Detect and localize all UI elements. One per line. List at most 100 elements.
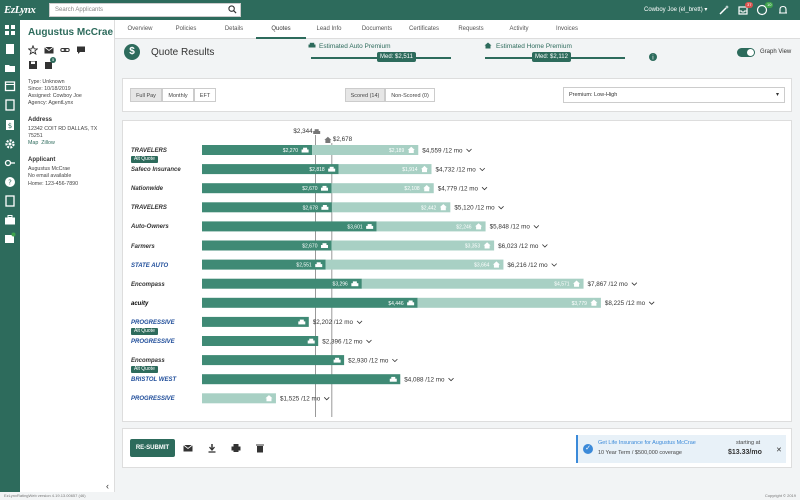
auto-premium-label: $2,670 [302,244,318,250]
chevron-down-icon[interactable] [533,225,540,229]
home-premium-label: Estimated Home Premium [496,43,572,50]
email-icon[interactable] [183,443,193,453]
download-icon[interactable] [207,443,217,453]
billing-icon[interactable]: $ [4,119,16,131]
carrier-logo: TRAVELERS [131,205,167,212]
inbox-icon[interactable] [737,4,749,16]
mail-icon[interactable] [44,45,54,55]
tab-invoices[interactable]: Invoices [555,26,578,32]
auto-premium-label: $4,446 [388,301,404,307]
tab-details[interactable]: Details [224,26,244,32]
magic-wand-icon[interactable] [718,4,730,16]
key-icon[interactable] [4,157,16,169]
chevron-down-icon[interactable] [466,148,472,153]
quote-total: $4,559 /12 mo [422,147,463,154]
chevron-down-icon[interactable] [648,301,655,305]
chevron-down-icon[interactable] [366,339,372,344]
search-placeholder: Search Applicants [55,7,104,13]
tab-requests[interactable]: Requests [458,26,484,32]
carrier-logo: PROGRESSIVE [131,319,175,326]
chevron-down-icon[interactable] [479,167,486,172]
chevron-down-icon[interactable] [481,186,488,191]
sort-select[interactable]: Premium: Low-High ▾ [563,87,785,103]
carrier-logo: TRAVELERS [131,148,167,154]
checklist-icon[interactable] [4,195,16,207]
map-link[interactable]: Map [28,140,39,146]
chat-icon[interactable] [756,4,768,16]
chevron-down-icon[interactable] [323,397,330,401]
save-icon[interactable] [28,60,38,70]
home-premium-bar [331,183,434,194]
dashboard-icon[interactable] [4,24,16,36]
search-input[interactable]: Search Applicants [49,3,241,17]
chevron-down-icon[interactable] [356,320,363,324]
quote-total: $2,930 /12 mo [348,357,389,364]
applicant-since: Since: 10/18/2019 [28,86,71,92]
svg-text:i: i [652,55,654,62]
resubmit-button[interactable]: RE-SUBMIT [130,439,175,457]
version-text: EzLynxRatingWeb version 4.19.13.00657 (4… [4,493,86,498]
quote-total: $1,525 /12 mo [280,396,321,403]
median-home-icon [324,136,332,143]
car-icon [315,262,323,268]
comment-icon[interactable] [76,45,86,55]
star-icon[interactable] [28,45,38,55]
documents-icon[interactable] [44,60,54,70]
tab-lead-info[interactable]: Lead Info [316,26,342,32]
svg-text:?: ? [8,179,12,187]
trash-icon[interactable] [255,443,265,453]
book-icon[interactable] [4,99,16,111]
chevron-down-icon[interactable] [448,377,454,382]
auto-premium-bar [202,202,332,213]
chevron-down-icon[interactable] [498,206,504,210]
bell-icon[interactable] [777,4,789,16]
car-icon [301,147,309,153]
life-insurance-link[interactable]: Get Life Insurance for Augustus McCrae [598,440,696,446]
actions-panel: RE-SUBMIT ✓ Get Life Insurance for Augus… [122,428,792,468]
scored-button[interactable]: Scored (14) [345,88,385,102]
chevron-down-icon[interactable] [631,282,638,286]
chevron-down-icon[interactable] [392,358,398,363]
home-icon [484,42,492,49]
home-premium-label: $2,246 [456,224,472,230]
applicant-assigned: Assigned: Cowboy Joe [28,93,82,99]
full-pay-button[interactable]: Full Pay [130,88,162,102]
info-icon[interactable]: i [649,53,657,61]
life-insurance-offer[interactable]: ✓ Get Life Insurance for Augustus McCrae… [576,435,786,463]
monthly-button[interactable]: Monthly [162,88,194,102]
tab-activity[interactable]: Activity [509,26,529,32]
carrier-logo: Auto-Owners [131,224,169,231]
folder-icon[interactable] [4,62,16,74]
eft-button[interactable]: EFT [194,88,216,102]
non-scored-button[interactable]: Non-Scored (0) [385,88,435,102]
gear-icon[interactable] [4,138,16,150]
chevron-down-icon[interactable] [542,244,548,248]
car-icon [407,300,415,306]
tab-overview[interactable]: Overview [127,26,153,32]
close-icon[interactable]: ✕ [776,447,782,454]
graph-view-toggle[interactable] [737,48,755,57]
documents-badge: 5 [50,57,57,63]
search-icon[interactable] [228,5,237,14]
print-icon[interactable] [231,443,241,453]
calendar-icon[interactable] [4,80,16,92]
app-store-icon[interactable] [4,232,16,244]
help-icon[interactable]: ? [4,176,16,188]
link-icon[interactable] [60,45,70,55]
contacts-icon[interactable] [4,43,16,55]
user-menu[interactable]: Cowboy Joe (el_brett) ▾ [644,7,708,13]
chevron-down-icon[interactable] [551,263,557,267]
quote-total: $5,848 /12 mo [490,224,531,231]
tab-certificates[interactable]: Certificates [408,26,439,32]
car-icon [389,376,397,382]
quote-header: $ Quote Results Estimated Auto Premium M… [115,40,800,68]
tab-policies[interactable]: Policies [175,26,197,32]
home-icon [439,204,447,211]
left-nav: $ ? [0,20,20,492]
collapse-sidebar-icon[interactable]: ‹ [106,481,109,491]
tab-quotes[interactable]: Quotes [256,20,306,39]
sort-select-value: Premium: Low-High [569,92,618,98]
zillow-link[interactable]: Zillow [41,140,55,146]
tab-documents[interactable]: Documents [361,26,393,32]
briefcase-icon[interactable] [4,214,16,226]
